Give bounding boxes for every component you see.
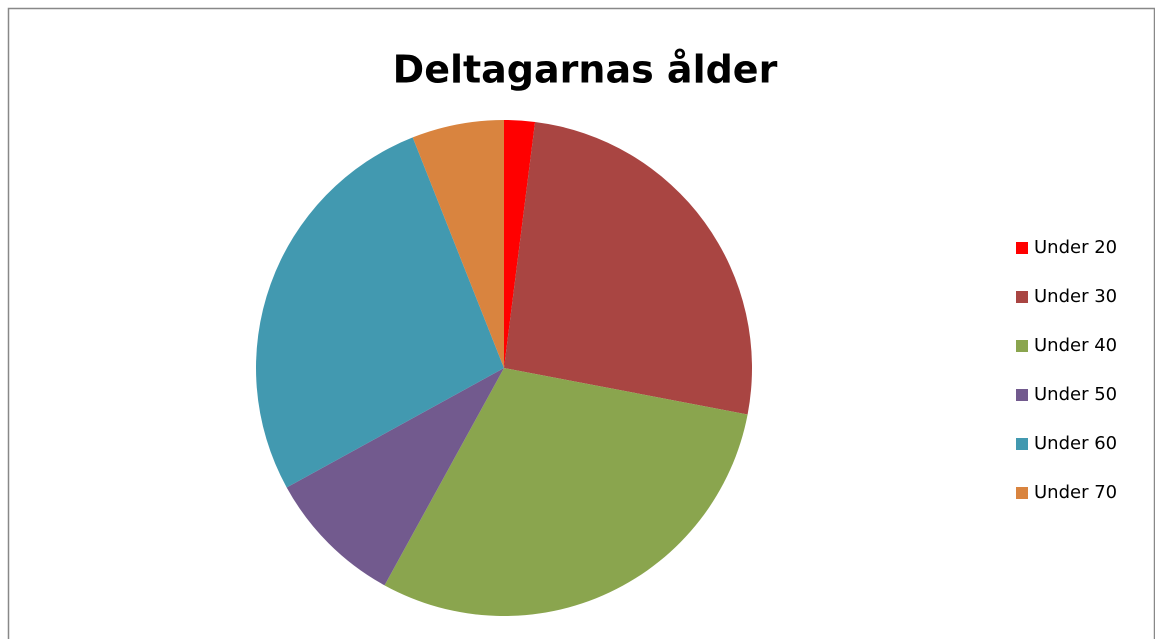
pie-slice [384,368,748,616]
pie-slice [412,120,504,368]
pie-slice [504,121,752,415]
legend-label: Under 70 [1034,482,1117,503]
legend-swatch [1016,242,1028,254]
legend-swatch [1016,340,1028,352]
pie-slice [504,120,536,368]
legend-label: Under 60 [1034,433,1117,454]
legend-swatch [1016,389,1028,401]
legend-swatch [1016,438,1028,450]
legend-swatch [1016,487,1028,499]
legend-swatch [1016,291,1028,303]
legend-label: Under 40 [1034,335,1117,356]
pie-slice [286,368,504,586]
chart-title: Deltagarnas ålder [393,48,778,92]
pie-slice [255,137,504,488]
legend-label: Under 20 [1034,237,1117,258]
legend-label: Under 30 [1034,286,1117,307]
legend-label: Under 50 [1034,384,1117,405]
